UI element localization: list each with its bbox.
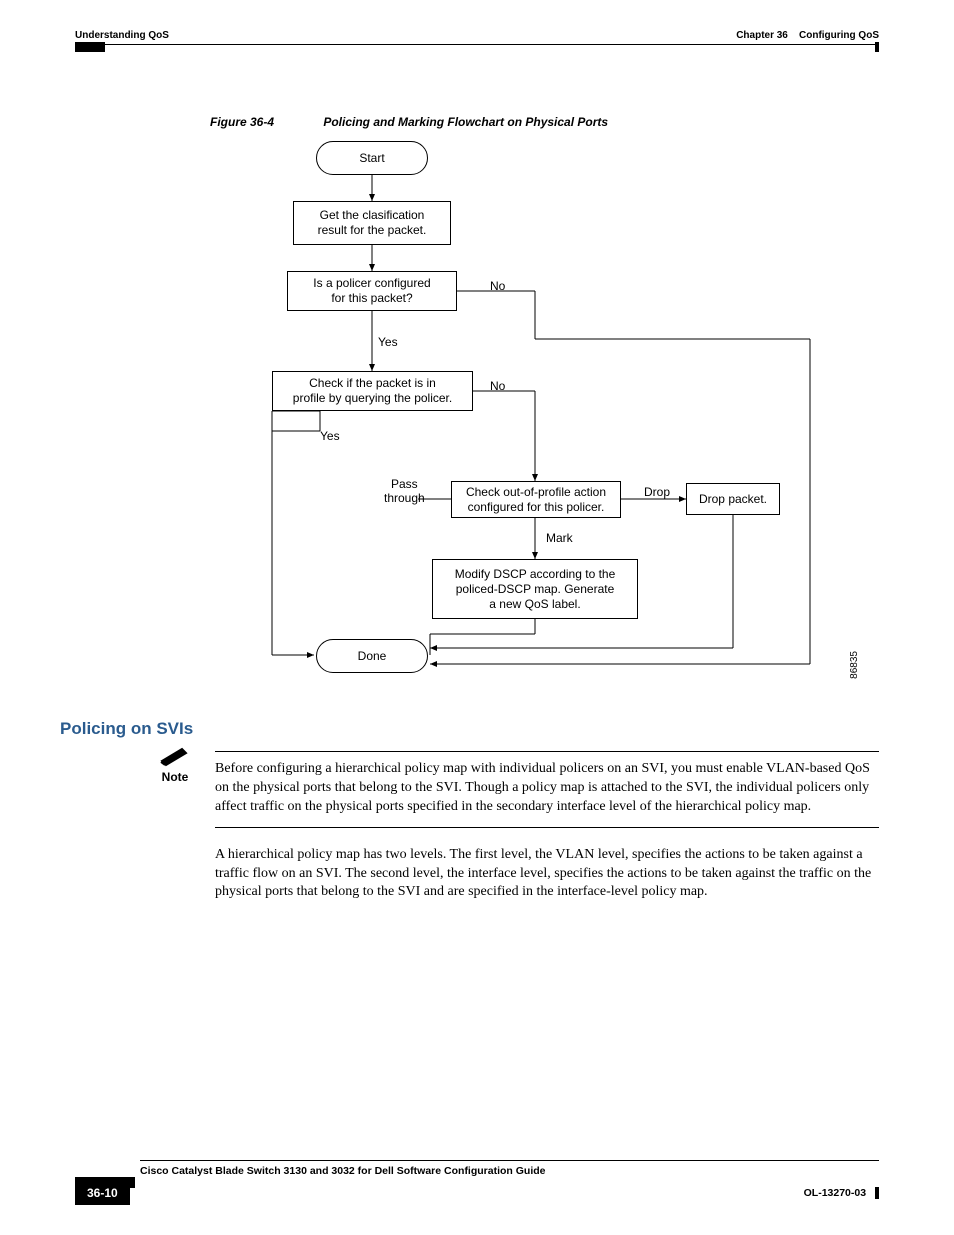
flow-label-yes-2: Yes — [320, 429, 340, 443]
flow-node-get-classification: Get the clasification result for the pac… — [293, 201, 451, 245]
flow-label-mark: Mark — [546, 531, 573, 545]
page-footer: Cisco Catalyst Blade Switch 3130 and 303… — [75, 1160, 879, 1205]
flowchart: Start Get the clasification result for t… — [210, 139, 830, 699]
body-paragraph: A hierarchical policy map has two levels… — [215, 846, 879, 903]
document-page: Understanding QoS Chapter 36 Configuring… — [0, 0, 954, 1235]
figure-title: Policing and Marking Flowchart on Physic… — [323, 115, 608, 129]
flow-label-pass-through: Pass through — [384, 477, 425, 505]
note-block: Note Before configuring a hierarchical p… — [145, 751, 879, 828]
flow-node-drop-packet: Drop packet. — [686, 483, 780, 515]
figure-id-number: 86835 — [849, 651, 860, 679]
flow-label-no-2: No — [490, 379, 505, 393]
flow-node-out-of-profile-action: Check out-of-profile action configured f… — [451, 481, 621, 518]
figure-caption: Figure 36-4 Policing and Marking Flowcha… — [210, 115, 879, 129]
footer-bar: 36-10 OL-13270-03 — [75, 1181, 879, 1205]
pencil-icon — [158, 745, 192, 767]
flow-node-modify-dscp: Modify DSCP according to the policed-DSC… — [432, 559, 638, 619]
header-right-marker — [875, 42, 879, 52]
note-text: Before configuring a hierarchical policy… — [215, 760, 879, 817]
flow-node-check-profile: Check if the packet is in profile by que… — [272, 371, 473, 411]
section-heading-policing-svis: Policing on SVIs — [60, 719, 879, 739]
note-label: Note — [145, 769, 205, 785]
flow-label-yes-1: Yes — [378, 335, 398, 349]
footer-doc-id: OL-13270-03 — [804, 1187, 879, 1199]
footer-book-title: Cisco Catalyst Blade Switch 3130 and 303… — [140, 1165, 879, 1177]
running-header: Understanding QoS Chapter 36 Configuring… — [75, 30, 879, 41]
header-rule — [75, 44, 879, 45]
header-left-marker — [75, 42, 105, 52]
header-left: Understanding QoS — [75, 30, 169, 41]
footer-right-marker — [875, 1187, 879, 1199]
figure-number: Figure 36-4 — [210, 115, 320, 129]
flow-label-no-1: No — [490, 279, 505, 293]
header-right: Chapter 36 Configuring QoS — [736, 30, 879, 41]
flow-node-policer-configured: Is a policer configured for this packet? — [287, 271, 457, 311]
note-rule-bottom — [215, 827, 879, 828]
footer-rule — [140, 1160, 879, 1161]
note-rule-top — [215, 751, 879, 752]
flow-node-done: Done — [316, 639, 428, 673]
flow-label-drop: Drop — [644, 485, 670, 499]
flow-node-start: Start — [316, 141, 428, 175]
page-number-badge: 36-10 — [75, 1181, 130, 1205]
note-icon: Note — [145, 745, 205, 785]
